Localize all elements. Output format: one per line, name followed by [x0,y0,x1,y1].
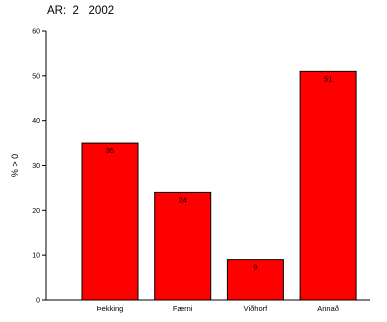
bar [154,191,212,301]
y-tick-label: 0 [36,298,40,305]
x-tick-label: Þekking [97,304,124,313]
bar-data-label: 24 [179,195,187,204]
y-tick-label: 10 [32,253,40,260]
bar [299,70,357,301]
y-tick-label: 60 [32,29,40,36]
y-axis-label: % > 0 [10,154,20,177]
y-tick-label: 30 [32,163,40,170]
x-tick-label: Færni [173,304,193,313]
x-tick-label: Viðhorf [244,304,269,313]
bar-data-label: 51 [324,74,332,83]
y-tick-label: 40 [32,118,40,125]
y-tick-label: 50 [32,73,40,80]
bar-data-label: 9 [253,263,257,272]
x-tick-label: Annað [317,304,339,313]
bar [226,259,284,301]
y-tick-label: 20 [32,208,40,215]
bar-data-label: 35 [106,146,114,155]
bar-series: 35 24 9 51 [81,70,357,301]
chart-title: AR: 2 2002 [47,5,115,17]
bar [81,142,139,301]
